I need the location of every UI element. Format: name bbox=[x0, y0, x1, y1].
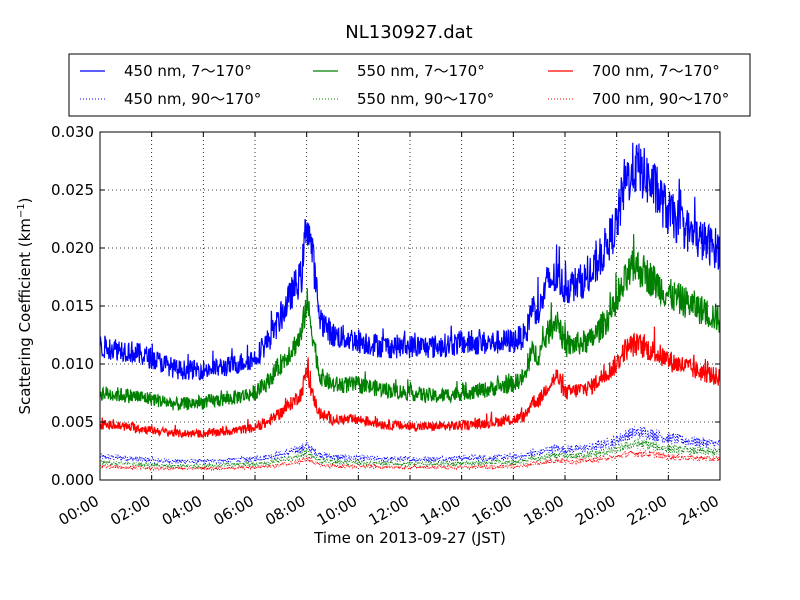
series-line-6 bbox=[99, 448, 721, 472]
x-tick-label: 18:00 bbox=[521, 492, 567, 529]
legend-label-5: 700 nm, 7～170° bbox=[592, 62, 720, 80]
legend-label-1: 450 nm, 7～170° bbox=[124, 62, 252, 80]
x-tick-label: 00:00 bbox=[56, 492, 102, 529]
x-tick-label: 16:00 bbox=[469, 492, 515, 529]
y-tick-label: 0.030 bbox=[51, 123, 94, 141]
chart-title: NL130927.dat bbox=[345, 22, 472, 43]
y-tick-label: 0.020 bbox=[51, 239, 94, 257]
series-line-4 bbox=[99, 437, 721, 470]
x-axis-label: Time on 2013-09-27 (JST) bbox=[313, 529, 506, 547]
x-tick-label: 24:00 bbox=[676, 492, 722, 529]
y-axis-label: Scattering Coefficient (km−1) bbox=[16, 197, 34, 414]
ticks bbox=[99, 131, 721, 481]
y-axis-label-main: Scattering Coefficient (km bbox=[16, 218, 34, 414]
series-layer bbox=[99, 142, 721, 472]
legend: 450 nm, 7～170° 550 nm, 7～170° 700 nm, 7～17… bbox=[68, 53, 751, 117]
legend-box bbox=[68, 53, 751, 117]
x-tick-label: 12:00 bbox=[366, 492, 412, 529]
x-tick-label: 10:00 bbox=[314, 492, 360, 529]
legend-label-3: 550 nm, 7～170° bbox=[357, 62, 485, 80]
series-line-1 bbox=[99, 142, 721, 381]
y-tick-label: 0.005 bbox=[51, 413, 94, 431]
x-tick-labels: 00:00 02:00 04:00 06:00 08:00 10:00 12:00 14:00… bbox=[56, 492, 722, 529]
x-tick-label: 06:00 bbox=[211, 492, 257, 529]
x-tick-label: 08:00 bbox=[262, 492, 308, 529]
y-axis-label-sup: −1 bbox=[16, 203, 27, 218]
y-axis-label-end: ) bbox=[16, 197, 34, 203]
y-tick-label: 0.000 bbox=[51, 471, 94, 489]
legend-label-6: 700 nm, 90～170° bbox=[592, 90, 729, 108]
y-tick-label: 0.010 bbox=[51, 355, 94, 373]
legend-label-2: 450 nm, 90～170° bbox=[124, 90, 261, 108]
y-tick-label: 0.015 bbox=[51, 297, 94, 315]
series-line-5 bbox=[99, 326, 721, 440]
y-tick-label: 0.025 bbox=[51, 181, 94, 199]
series-line-2 bbox=[99, 425, 721, 466]
x-tick-label: 14:00 bbox=[417, 492, 463, 529]
x-tick-label: 20:00 bbox=[572, 492, 618, 529]
x-tick-label: 22:00 bbox=[624, 492, 670, 529]
x-tick-label: 04:00 bbox=[159, 492, 205, 529]
x-tick-label: 02:00 bbox=[107, 492, 153, 529]
y-tick-labels: 0.000 0.005 0.010 0.015 0.020 0.025 0.030 bbox=[51, 123, 94, 489]
series-line-3 bbox=[99, 234, 721, 411]
legend-label-4: 550 nm, 90～170° bbox=[357, 90, 494, 108]
